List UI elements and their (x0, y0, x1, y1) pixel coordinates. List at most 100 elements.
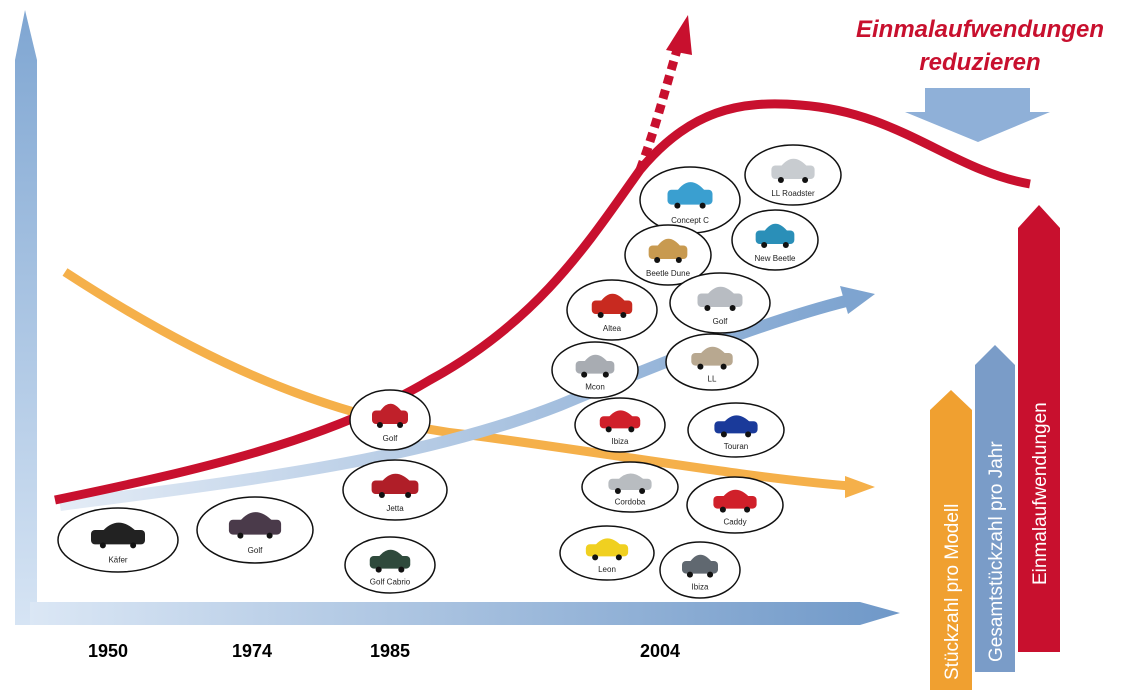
car-body (91, 530, 145, 545)
car-body (682, 561, 718, 574)
car-wheel (597, 312, 604, 318)
blue-arrowhead (840, 286, 875, 314)
car-body (697, 293, 743, 307)
car-body (667, 189, 713, 205)
car-badge: Golf (349, 389, 431, 451)
car-roof (699, 346, 727, 355)
car-wheel (628, 426, 635, 433)
car-wheel (719, 506, 726, 513)
car-body (369, 556, 411, 569)
car-label: Mcon (585, 383, 605, 392)
car-wheel (777, 177, 784, 183)
car-wheel (592, 554, 599, 561)
car-roof (380, 473, 412, 483)
car-badge: Käfer (57, 507, 179, 573)
car-roof (377, 549, 405, 558)
car-body (714, 421, 758, 434)
title: reduzieren (919, 49, 1040, 76)
car-roof (239, 512, 274, 522)
car-roof (722, 489, 751, 498)
car-badge: Concept C (639, 166, 741, 234)
car-badge: Jetta (342, 459, 448, 521)
car-wheel (761, 242, 768, 248)
car-roof (780, 158, 809, 168)
car-wheel (614, 488, 621, 494)
car-wheel (266, 532, 273, 539)
car-wheel (639, 488, 646, 494)
car-label: Concept C (671, 216, 709, 225)
orange-arrowhead (845, 476, 875, 498)
car-roof (656, 238, 682, 248)
car-wheel (675, 257, 682, 263)
year-label: 1950 (88, 641, 128, 661)
car-label: Ibiza (612, 437, 629, 446)
arrow-blue (975, 345, 1015, 672)
car-wheel (378, 492, 385, 498)
car-wheel (729, 305, 736, 311)
car-badge: Beetle Dune (624, 224, 712, 286)
car-body (755, 230, 795, 244)
car-wheel (375, 566, 382, 573)
red-dotted (635, 48, 682, 172)
car-wheel (654, 257, 661, 263)
car-wheel (697, 363, 704, 370)
car-label: Altea (603, 324, 622, 333)
car-label: Beetle Dune (646, 269, 691, 278)
car-label: Jetta (386, 504, 404, 513)
car-body (648, 245, 688, 259)
blue-curve (59, 294, 852, 511)
car-body (713, 496, 757, 509)
car-roof (101, 522, 137, 532)
car-badge: Cordoba (581, 461, 679, 513)
car-roof (763, 223, 789, 233)
title: Einmalaufwendungen (856, 16, 1104, 43)
car-wheel (802, 177, 809, 183)
car-wheel (720, 431, 727, 438)
red-arrowhead (666, 15, 692, 55)
car-wheel (615, 554, 622, 561)
arrow-orange (930, 390, 972, 690)
car-body (599, 416, 641, 429)
car-label: Cordoba (615, 498, 646, 507)
car-roof (599, 293, 627, 303)
car-body (228, 519, 282, 535)
car-wheel (720, 363, 727, 370)
car-body (585, 544, 629, 557)
car-body (591, 300, 633, 314)
car-label: Touran (724, 442, 748, 451)
car-body (372, 410, 408, 424)
year-label: 2004 (640, 641, 680, 661)
car-wheel (130, 542, 137, 549)
y-axis-arrow (15, 10, 37, 625)
car-wheel (376, 422, 383, 428)
car-wheel (699, 202, 706, 209)
car-wheel (620, 312, 627, 318)
car-wheel (405, 492, 412, 498)
car-wheel (686, 571, 693, 578)
car-wheel (237, 532, 244, 539)
car-roof (583, 354, 609, 363)
car-roof (676, 182, 706, 192)
legend-label: Gesamtstückzahl pro Jahr (986, 441, 1007, 662)
car-wheel (704, 305, 711, 311)
car-wheel (707, 571, 714, 578)
car-label: LL (708, 375, 717, 384)
car-label: LL Roadster (771, 189, 815, 198)
car-badge: Ibiza (659, 541, 741, 599)
car-label: Leon (598, 565, 616, 574)
car-body (371, 480, 419, 494)
car-roof (379, 403, 403, 413)
car-label: Golf (248, 546, 263, 555)
car-body (575, 361, 615, 374)
legend-label: Stückzahl pro Modell (942, 504, 963, 680)
car-badge: Golf (669, 272, 771, 334)
car-badge: LL Roadster (744, 144, 842, 206)
car-wheel (782, 242, 789, 248)
car-badge: Golf Cabrio (344, 536, 436, 594)
year-label: 1974 (232, 641, 272, 661)
car-badge: Leon (559, 525, 655, 581)
car-badge: Caddy (686, 476, 784, 534)
car-label: Golf Cabrio (370, 578, 411, 587)
car-badge: Touran (687, 402, 785, 458)
